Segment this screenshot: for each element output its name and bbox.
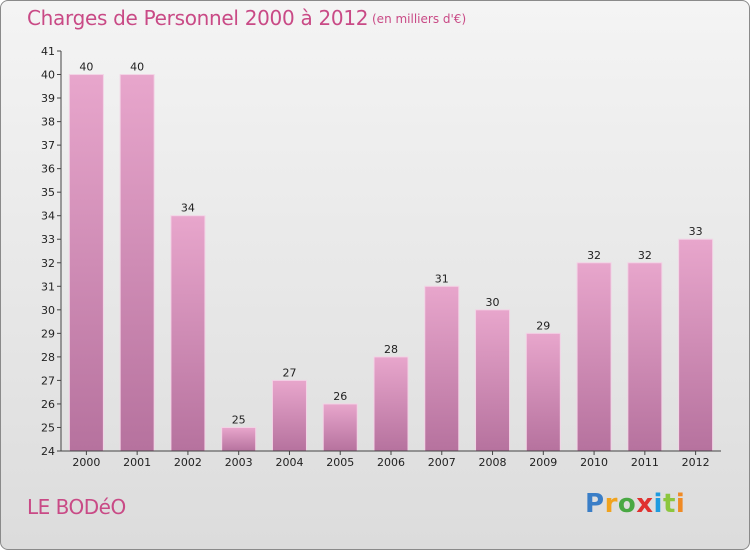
data-label: 32	[587, 249, 601, 262]
y-tick-label: 41	[41, 45, 55, 58]
bar	[525, 332, 561, 452]
x-tick-label: 2001	[123, 456, 151, 469]
commune-name: LE BODéO	[27, 495, 126, 519]
logo-letter: x	[636, 489, 654, 519]
data-label: 28	[384, 343, 398, 356]
y-tick-label: 32	[41, 257, 55, 270]
y-tick-label: 24	[41, 445, 55, 458]
bar	[170, 215, 206, 452]
bar	[424, 285, 460, 452]
bar	[627, 262, 663, 452]
y-tick-label: 39	[41, 92, 55, 105]
logo-letter: i	[653, 489, 663, 519]
x-tick-label: 2004	[275, 456, 303, 469]
y-tick-label: 30	[41, 304, 55, 317]
x-tick-label: 2007	[428, 456, 456, 469]
bar	[68, 74, 104, 452]
x-tick-label: 2000	[72, 456, 100, 469]
logo-letter: i	[675, 489, 686, 519]
y-tick-label: 40	[41, 69, 55, 82]
bar	[678, 238, 714, 452]
y-tick-label: 27	[41, 374, 55, 387]
y-tick-label: 34	[41, 210, 55, 223]
x-tick-label: 2009	[529, 456, 557, 469]
bar	[271, 379, 307, 452]
y-tick-label: 28	[41, 351, 55, 364]
y-tick-label: 36	[41, 163, 55, 176]
data-label: 26	[333, 390, 347, 403]
x-tick-label: 2008	[479, 456, 507, 469]
logo-letter: t	[662, 489, 676, 519]
x-tick-label: 2005	[326, 456, 354, 469]
data-label: 32	[638, 249, 652, 262]
y-tick-label: 38	[41, 116, 55, 129]
y-tick-label: 33	[41, 233, 55, 246]
data-label: 40	[79, 61, 93, 74]
bar	[322, 403, 358, 452]
bar	[119, 74, 155, 452]
chart-title: Charges de Personnel 2000 à 2012	[27, 6, 369, 30]
data-label: 27	[282, 366, 296, 379]
y-tick-label: 25	[41, 421, 55, 434]
x-tick-label: 2012	[682, 456, 710, 469]
data-label: 29	[536, 319, 550, 332]
y-tick-label: 35	[41, 186, 55, 199]
data-label: 30	[486, 296, 500, 309]
x-tick-label: 2010	[580, 456, 608, 469]
data-label: 34	[181, 202, 195, 215]
data-label: 25	[232, 413, 246, 426]
x-tick-label: 2002	[174, 456, 202, 469]
x-tick-label: 2006	[377, 456, 405, 469]
bar	[373, 356, 409, 452]
x-tick-label: 2011	[631, 456, 659, 469]
bar	[221, 426, 257, 452]
data-label: 40	[130, 61, 144, 74]
y-tick-label: 37	[41, 139, 55, 152]
bar	[475, 309, 511, 452]
data-label: 33	[689, 225, 703, 238]
proxiti-logo[interactable]: Proxiti	[585, 489, 685, 519]
logo-letter: o	[617, 489, 637, 519]
logo-letter: r	[604, 489, 618, 519]
y-tick-label: 29	[41, 327, 55, 340]
y-tick-label: 26	[41, 398, 55, 411]
bar	[576, 262, 612, 452]
chart-subtitle: (en milliers d'€)	[372, 12, 467, 26]
y-tick-label: 31	[41, 280, 55, 293]
data-label: 31	[435, 272, 449, 285]
logo-letter: P	[585, 489, 605, 519]
x-tick-label: 2003	[225, 456, 253, 469]
